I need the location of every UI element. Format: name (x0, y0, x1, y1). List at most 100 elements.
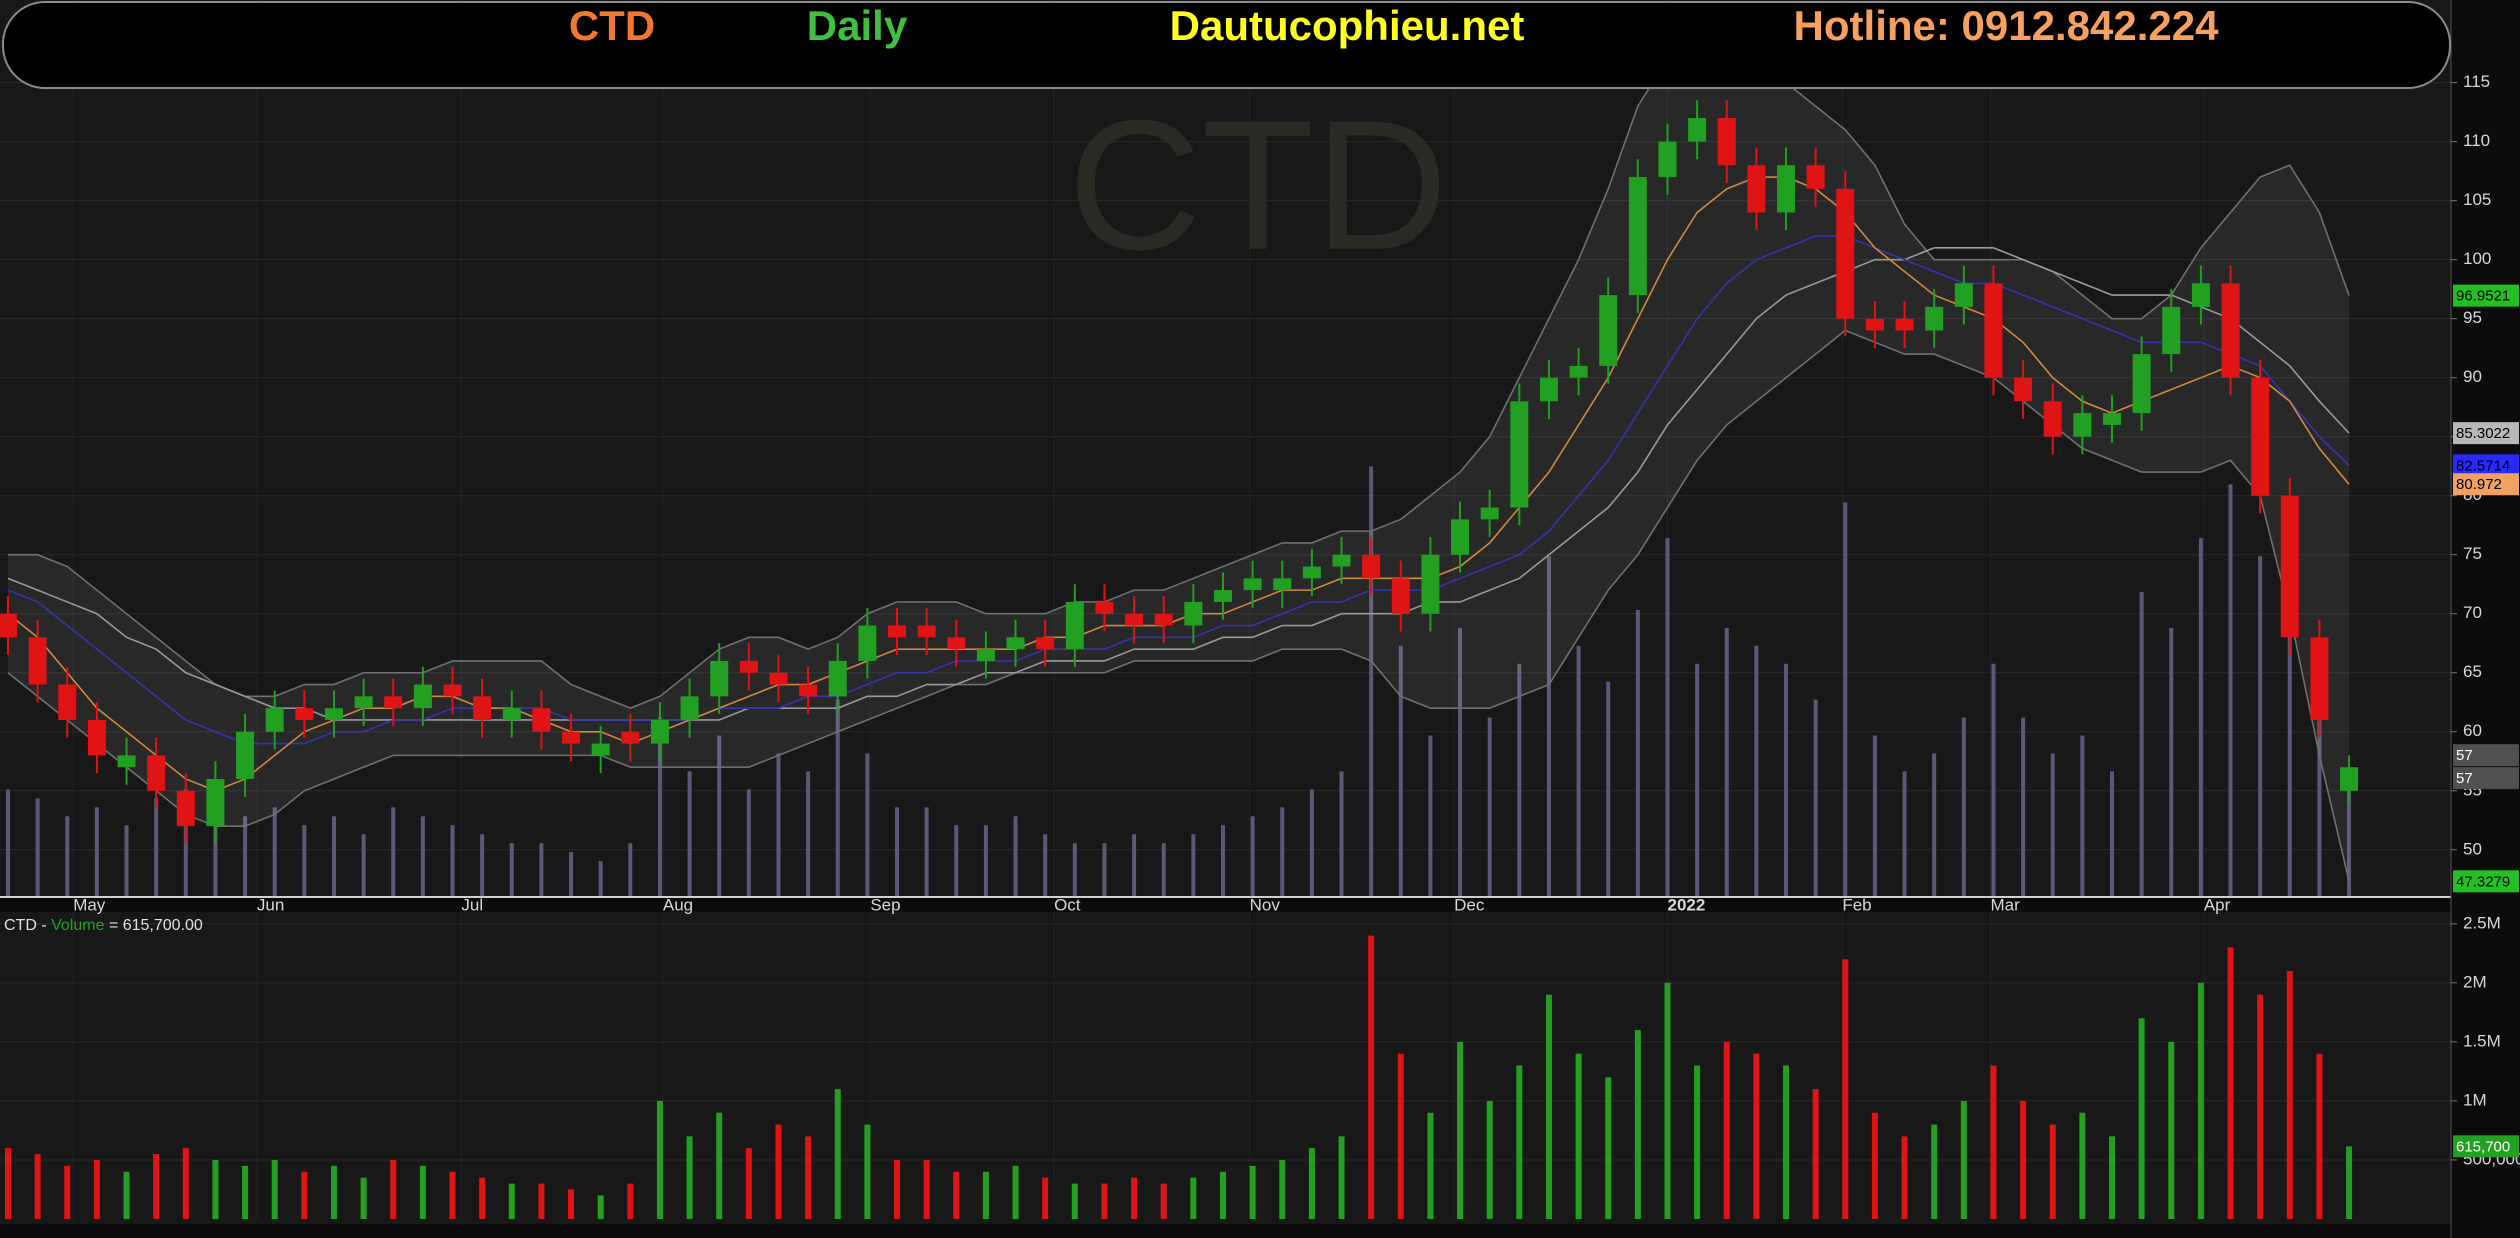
volume-overlay-bar (1428, 735, 1433, 897)
volume-overlay-bar (509, 843, 514, 897)
volume-overlay-bar (124, 825, 129, 897)
volume-bar (894, 1159, 901, 1219)
volume-bar (1634, 1030, 1641, 1219)
x-tick-label: Jul (461, 895, 483, 914)
last-volume-box (2453, 1135, 2519, 1158)
candle-body (0, 613, 18, 638)
volume-bar (1486, 1100, 1493, 1219)
candle-body (1095, 601, 1114, 614)
candle-body (888, 625, 907, 638)
volume-bar (2346, 1146, 2353, 1219)
volume-bar (2257, 994, 2264, 1219)
candle-body (1451, 519, 1470, 555)
volume-overlay-bar (717, 735, 722, 897)
candle-body (1362, 554, 1381, 579)
volume-overlay-bar (331, 816, 336, 897)
volume-overlay-bar (1754, 645, 1759, 897)
volume-bar (568, 1189, 575, 1219)
candle-body (147, 755, 166, 791)
candle-body (2221, 283, 2240, 378)
candle-body (2280, 495, 2299, 638)
candle-body (1006, 637, 1025, 650)
volume-overlay-bar (1813, 699, 1818, 897)
watermark: CTD (1068, 83, 1448, 289)
volume-bar (64, 1165, 71, 1219)
volume-overlay-bar (2228, 484, 2233, 897)
candle-body (28, 637, 47, 685)
volume-overlay-bar (1932, 753, 1937, 897)
volume-bar (1397, 1053, 1404, 1219)
candle-body (1777, 165, 1796, 213)
y-tick-label: 65 (2463, 662, 2482, 681)
volume-overlay-bar (746, 789, 751, 897)
volume-overlay-bar (1339, 771, 1344, 897)
candle-body (236, 731, 255, 779)
volume-bar (538, 1183, 545, 1219)
volume-bar (390, 1159, 397, 1219)
candle-body (1806, 165, 1825, 189)
volume-overlay-bar (272, 807, 277, 897)
volume-overlay-bar (1458, 627, 1463, 897)
last-value-label-box (2453, 284, 2519, 307)
candle-body (1836, 188, 1855, 319)
volume-bar (1753, 1053, 1760, 1219)
volume-bar (1219, 1171, 1226, 1219)
volume-bar (360, 1177, 367, 1219)
volume-overlay-bar (1043, 834, 1048, 897)
volume-bar (1575, 1053, 1582, 1219)
y-tick-label: 90 (2463, 367, 2482, 386)
y-tick-label: 50 (2463, 839, 2482, 858)
volume-bar (153, 1154, 160, 1219)
volume-bar (301, 1171, 308, 1219)
last-close-label: 57 (2456, 747, 2473, 764)
y-tick-label: 2M (2463, 972, 2487, 991)
moving-average (7, 235, 2350, 745)
legend-name: Volume (51, 917, 104, 934)
volume-overlay-bar (569, 852, 574, 897)
candle-body (1628, 177, 1647, 296)
volume-bar (1694, 1065, 1701, 1219)
x-tick-label: May (73, 895, 106, 914)
volume-overlay-bar (1102, 843, 1107, 897)
volume-overlay-bar (480, 834, 485, 897)
y-tick-label: 110 (2463, 131, 2490, 150)
last-value-label: 85.3022 (2456, 425, 2510, 442)
volume-overlay-bar (361, 834, 366, 897)
volume-overlay-bar (687, 771, 692, 897)
volume-bar (1812, 1089, 1819, 1219)
candle-body (1688, 118, 1707, 142)
volume-overlay-bar (2021, 717, 2026, 897)
volume-overlay-bar (983, 825, 988, 897)
volume-bar (1071, 1183, 1078, 1219)
volume-overlay-bar (6, 789, 11, 897)
y-tick-label: 1.5M (2463, 1031, 2501, 1050)
volume-bar (1012, 1165, 1019, 1219)
volume-overlay-bar (1398, 645, 1403, 897)
candle-body (384, 696, 403, 709)
volume-bar (330, 1165, 337, 1219)
legend-text: = 615,700.00 (109, 917, 203, 934)
volume-bar (686, 1136, 693, 1219)
candle-body (1954, 283, 1973, 307)
last-value-label: 80.972 (2456, 476, 2502, 493)
x-tick-label: Nov (1250, 895, 1281, 914)
candle-body (1213, 590, 1232, 602)
candle-body (1865, 318, 1884, 331)
volume-bar (1783, 1065, 1790, 1219)
volume-overlay-bar (1872, 735, 1877, 897)
candle-body (176, 790, 195, 827)
volume-bar (34, 1154, 41, 1219)
volume-bar (182, 1148, 189, 1219)
candle-body (1391, 578, 1410, 614)
candle-body (799, 684, 818, 697)
x-tick-label: Feb (1842, 895, 1871, 914)
volume-bar (745, 1148, 752, 1219)
candle-body (710, 660, 729, 697)
volume-bar (1901, 1136, 1908, 1219)
volume-overlay-bar (420, 816, 425, 897)
volume-bar (1664, 982, 1671, 1219)
candle-body (58, 684, 77, 720)
volume-overlay-bar (1280, 807, 1285, 897)
candle-body (1332, 554, 1351, 567)
volume-bar (2197, 982, 2204, 1219)
